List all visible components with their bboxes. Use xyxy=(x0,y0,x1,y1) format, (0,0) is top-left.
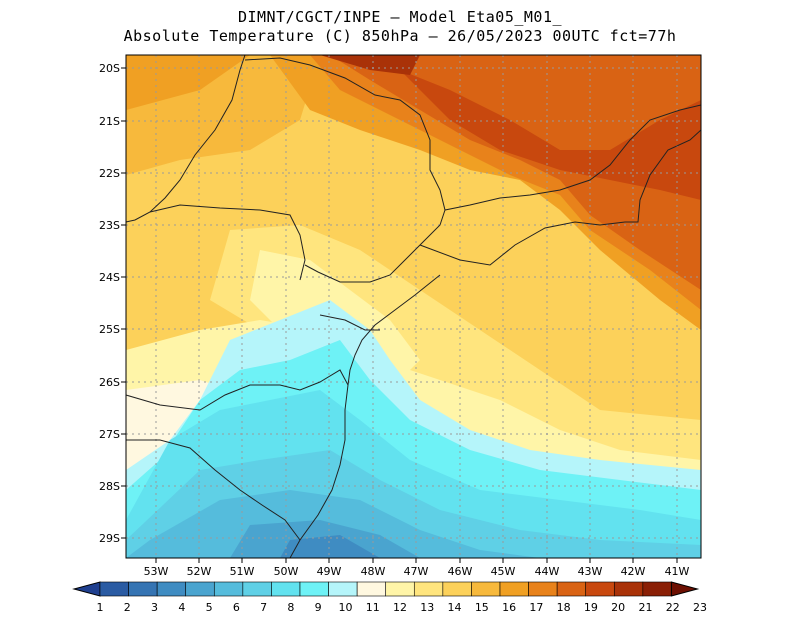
colorbar-label: 18 xyxy=(557,601,571,614)
colorbar-min-arrow xyxy=(72,581,101,597)
colorbar-segment xyxy=(328,581,358,597)
lat-label: 28S xyxy=(99,480,120,493)
colorbar-label: 9 xyxy=(315,601,322,614)
state-border-west xyxy=(126,55,246,223)
colorbar-segment xyxy=(471,581,501,597)
temperature-field xyxy=(126,55,701,558)
lat-label: 29S xyxy=(99,532,120,545)
lat-label: 22S xyxy=(99,167,120,180)
lon-label: 45W xyxy=(491,565,516,578)
lon-label: 51W xyxy=(230,565,255,578)
colorbar-label: 20 xyxy=(611,601,625,614)
colorbar-segment xyxy=(642,581,672,597)
lon-label: 47W xyxy=(404,565,429,578)
colorbar-label: 13 xyxy=(420,601,434,614)
colorbar-segment xyxy=(271,581,301,597)
colorbar-segment xyxy=(299,581,329,597)
colorbar-label: 22 xyxy=(666,601,680,614)
colorbar-segment xyxy=(185,581,215,597)
field-warm-nw-core xyxy=(126,55,250,110)
lon-label: 52W xyxy=(187,565,212,578)
colorbar-segment xyxy=(99,581,129,597)
lat-label: 21S xyxy=(99,115,120,128)
state-border-sc xyxy=(126,369,349,411)
colorbar-segment xyxy=(128,581,158,597)
field-red-ne xyxy=(400,70,701,200)
colorbar-segment xyxy=(156,581,187,597)
colorbar-segment xyxy=(413,581,444,597)
colorbar-segment xyxy=(213,581,244,597)
state-border-pr xyxy=(304,209,446,283)
colorbar-labels: 1 2 3 4 5 6 7 8 9 10 11 12 13 14 15 16 17 18 19 20 21 22 23 xyxy=(97,601,708,614)
colorbar-segment xyxy=(556,581,587,597)
lat-label: 27S xyxy=(99,428,120,441)
coastline-se xyxy=(419,221,601,266)
colorbar-label: 23 xyxy=(693,601,707,614)
colorbar-segment xyxy=(499,581,529,597)
colorbar-label: 14 xyxy=(448,601,462,614)
lon-label: 53W xyxy=(144,565,169,578)
lon-labels: 53W 52W 51W 50W 49W 48W 47W 46W 45W 44W … xyxy=(144,565,690,578)
colorbar-label: 21 xyxy=(638,601,652,614)
borders xyxy=(126,55,701,558)
colorbar-label: 3 xyxy=(151,601,158,614)
lat-labels: 20S 21S 22S 23S 24S 25S 26S 27S 28S 29S xyxy=(99,62,120,545)
lat-label: 24S xyxy=(99,271,120,284)
lon-label: 46W xyxy=(448,565,473,578)
colorbar-label: 8 xyxy=(287,601,294,614)
axis-ticks xyxy=(121,67,678,563)
colorbar-label: 17 xyxy=(529,601,543,614)
colorbar-label: 7 xyxy=(260,601,267,614)
field-dark-red-n xyxy=(320,55,420,75)
colorbar-segment xyxy=(356,581,387,597)
lon-label: 44W xyxy=(535,565,560,578)
field-blue-3 xyxy=(280,535,380,558)
lon-label: 41W xyxy=(665,565,690,578)
colorbar-segment xyxy=(385,581,415,597)
map-frame xyxy=(125,54,702,559)
colorbar-label: 2 xyxy=(124,601,131,614)
field-red-orange-ne xyxy=(330,55,701,290)
colorbar-label: 6 xyxy=(233,601,240,614)
state-border-sp xyxy=(149,204,306,281)
lat-label: 25S xyxy=(99,323,120,336)
lat-label: 20S xyxy=(99,62,120,75)
state-border-rj xyxy=(599,129,701,226)
colorbar-segment xyxy=(585,581,615,597)
lon-label: 42W xyxy=(621,565,646,578)
colorbar-label: 12 xyxy=(393,601,407,614)
colorbar-label: 15 xyxy=(475,601,489,614)
state-border-pr-sc xyxy=(319,314,380,331)
colorbar-label: 19 xyxy=(584,601,598,614)
state-border-rs xyxy=(126,439,301,541)
colorbar-segment xyxy=(442,581,472,597)
colorbar-max-arrow xyxy=(670,581,700,597)
colorbar xyxy=(72,581,700,597)
lat-label: 23S xyxy=(99,219,120,232)
lon-label: 43W xyxy=(578,565,603,578)
colorbar-label: 16 xyxy=(502,601,516,614)
lon-label: 48W xyxy=(361,565,386,578)
colorbar-segment xyxy=(528,581,558,597)
colorbar-label: 11 xyxy=(366,601,380,614)
lon-label: 49W xyxy=(317,565,342,578)
colorbar-label: 10 xyxy=(338,601,352,614)
colorbar-label: 5 xyxy=(206,601,213,614)
chart-title-line-1: DIMNT/CGCT/INPE – Model Eta05_M01_ xyxy=(237,8,563,26)
colorbar-segment xyxy=(242,581,272,597)
colorbar-label: 4 xyxy=(178,601,185,614)
colorbar-segment xyxy=(613,581,644,597)
chart-title-line-2: Absolute Temperature (C) 850hPa – 26/05/… xyxy=(123,27,677,45)
lat-label: 26S xyxy=(99,376,120,389)
colorbar-label: 1 xyxy=(97,601,104,614)
lon-label: 50W xyxy=(274,565,299,578)
